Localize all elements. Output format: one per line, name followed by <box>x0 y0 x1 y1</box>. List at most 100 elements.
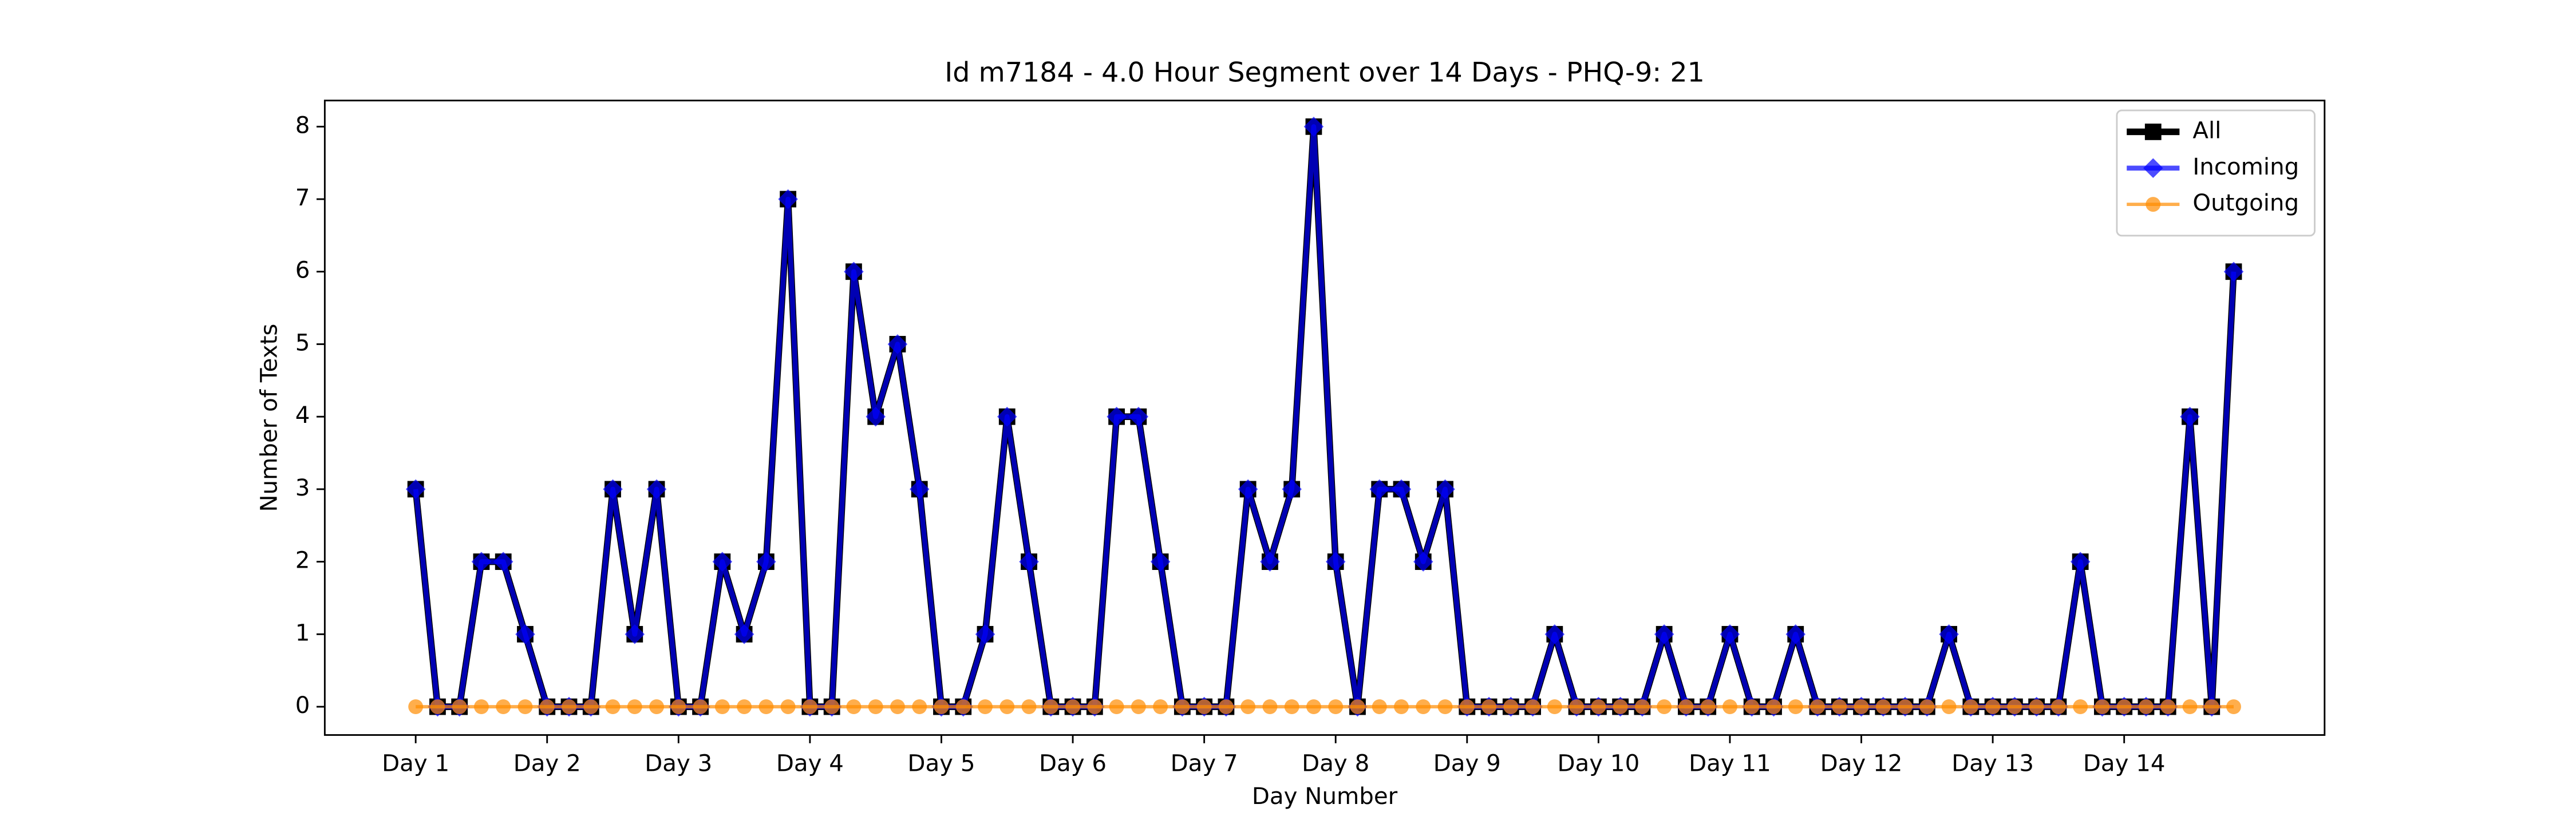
marker <box>1128 406 1149 427</box>
marker <box>1394 699 1409 715</box>
y-tick-label: 2 <box>295 547 310 574</box>
marker <box>2146 197 2161 212</box>
marker <box>846 699 862 715</box>
marker <box>1634 699 1650 715</box>
marker <box>430 699 445 715</box>
x-tick-label: Day 8 <box>1302 750 1369 777</box>
marker <box>1569 699 1585 715</box>
marker <box>493 552 513 572</box>
marker <box>1262 699 1278 715</box>
marker <box>1109 699 1124 715</box>
marker <box>625 624 645 644</box>
marker <box>2144 124 2162 140</box>
marker <box>1019 552 1039 572</box>
marker <box>1350 699 1365 715</box>
marker <box>1153 699 1168 715</box>
marker <box>1613 699 1628 715</box>
legend: All Incoming Outgoing <box>2116 109 2316 237</box>
series-line <box>412 123 2237 710</box>
series <box>407 118 2242 715</box>
marker <box>955 699 971 715</box>
x-tick-label: Day 1 <box>382 750 449 777</box>
marker <box>1941 699 1957 715</box>
marker <box>999 699 1015 715</box>
marker <box>1021 699 1037 715</box>
y-axis-label: Number of Texts <box>255 324 282 512</box>
marker <box>1832 699 1847 715</box>
x-tick-label: Day 13 <box>1951 750 2034 777</box>
x-tick-label: Day 14 <box>2083 750 2166 777</box>
legend-label: Outgoing <box>2192 189 2299 216</box>
legend-label: Incoming <box>2192 153 2299 180</box>
marker <box>1282 479 1302 500</box>
marker <box>473 699 489 715</box>
marker <box>452 699 467 715</box>
marker <box>844 262 864 282</box>
marker <box>778 189 798 209</box>
marker <box>2050 699 2066 715</box>
marker <box>2160 699 2176 715</box>
marker <box>1678 699 1694 715</box>
legend-label: All <box>2192 117 2221 144</box>
marker <box>515 624 535 644</box>
marker <box>1325 552 1346 572</box>
marker <box>2204 699 2219 715</box>
marker <box>2073 699 2088 715</box>
marker <box>1503 699 1519 715</box>
marker <box>866 406 886 427</box>
marker <box>646 479 667 500</box>
marker <box>605 699 621 715</box>
marker <box>1985 699 2001 715</box>
plot-area <box>323 100 2326 736</box>
marker <box>1303 117 1324 137</box>
marker <box>1657 699 1672 715</box>
marker <box>2095 699 2110 715</box>
marker <box>1413 552 1433 572</box>
marker <box>1435 479 1455 500</box>
marker <box>887 334 908 354</box>
x-tick-label: Day 2 <box>513 750 581 777</box>
marker <box>1306 699 1321 715</box>
marker <box>1372 699 1387 715</box>
marker <box>1260 552 1280 572</box>
marker <box>2182 699 2198 715</box>
marker <box>1481 699 1497 715</box>
marker <box>583 699 599 715</box>
marker <box>756 552 776 572</box>
marker <box>934 699 949 715</box>
x-tick-label: Day 6 <box>1039 750 1107 777</box>
marker <box>1437 699 1453 715</box>
y-tick-label: 6 <box>295 257 310 284</box>
marker <box>890 699 905 715</box>
marker <box>1875 699 1891 715</box>
marker <box>978 699 993 715</box>
marker <box>1284 699 1299 715</box>
x-tick-label: Day 9 <box>1433 750 1501 777</box>
marker <box>1043 699 1058 715</box>
marker <box>780 699 796 715</box>
marker <box>1919 699 1935 715</box>
marker <box>671 699 686 715</box>
marker <box>737 699 752 715</box>
marker <box>1240 699 1256 715</box>
marker <box>868 699 883 715</box>
y-tick-label: 0 <box>295 692 310 719</box>
marker <box>2223 262 2244 282</box>
x-tick-label: Day 3 <box>645 750 712 777</box>
marker <box>539 699 555 715</box>
marker <box>603 479 623 500</box>
series <box>408 699 2241 715</box>
marker <box>997 406 1017 427</box>
x-tick-label: Day 11 <box>1689 750 1771 777</box>
marker <box>1238 479 1258 500</box>
x-tick-label: Day 5 <box>907 750 975 777</box>
marker <box>1150 552 1171 572</box>
series <box>405 117 2244 717</box>
marker <box>1107 406 1127 427</box>
marker <box>1175 699 1190 715</box>
y-tick-label: 3 <box>295 474 310 501</box>
marker <box>1722 699 1737 715</box>
marker <box>2007 699 2022 715</box>
marker <box>1898 699 1913 715</box>
